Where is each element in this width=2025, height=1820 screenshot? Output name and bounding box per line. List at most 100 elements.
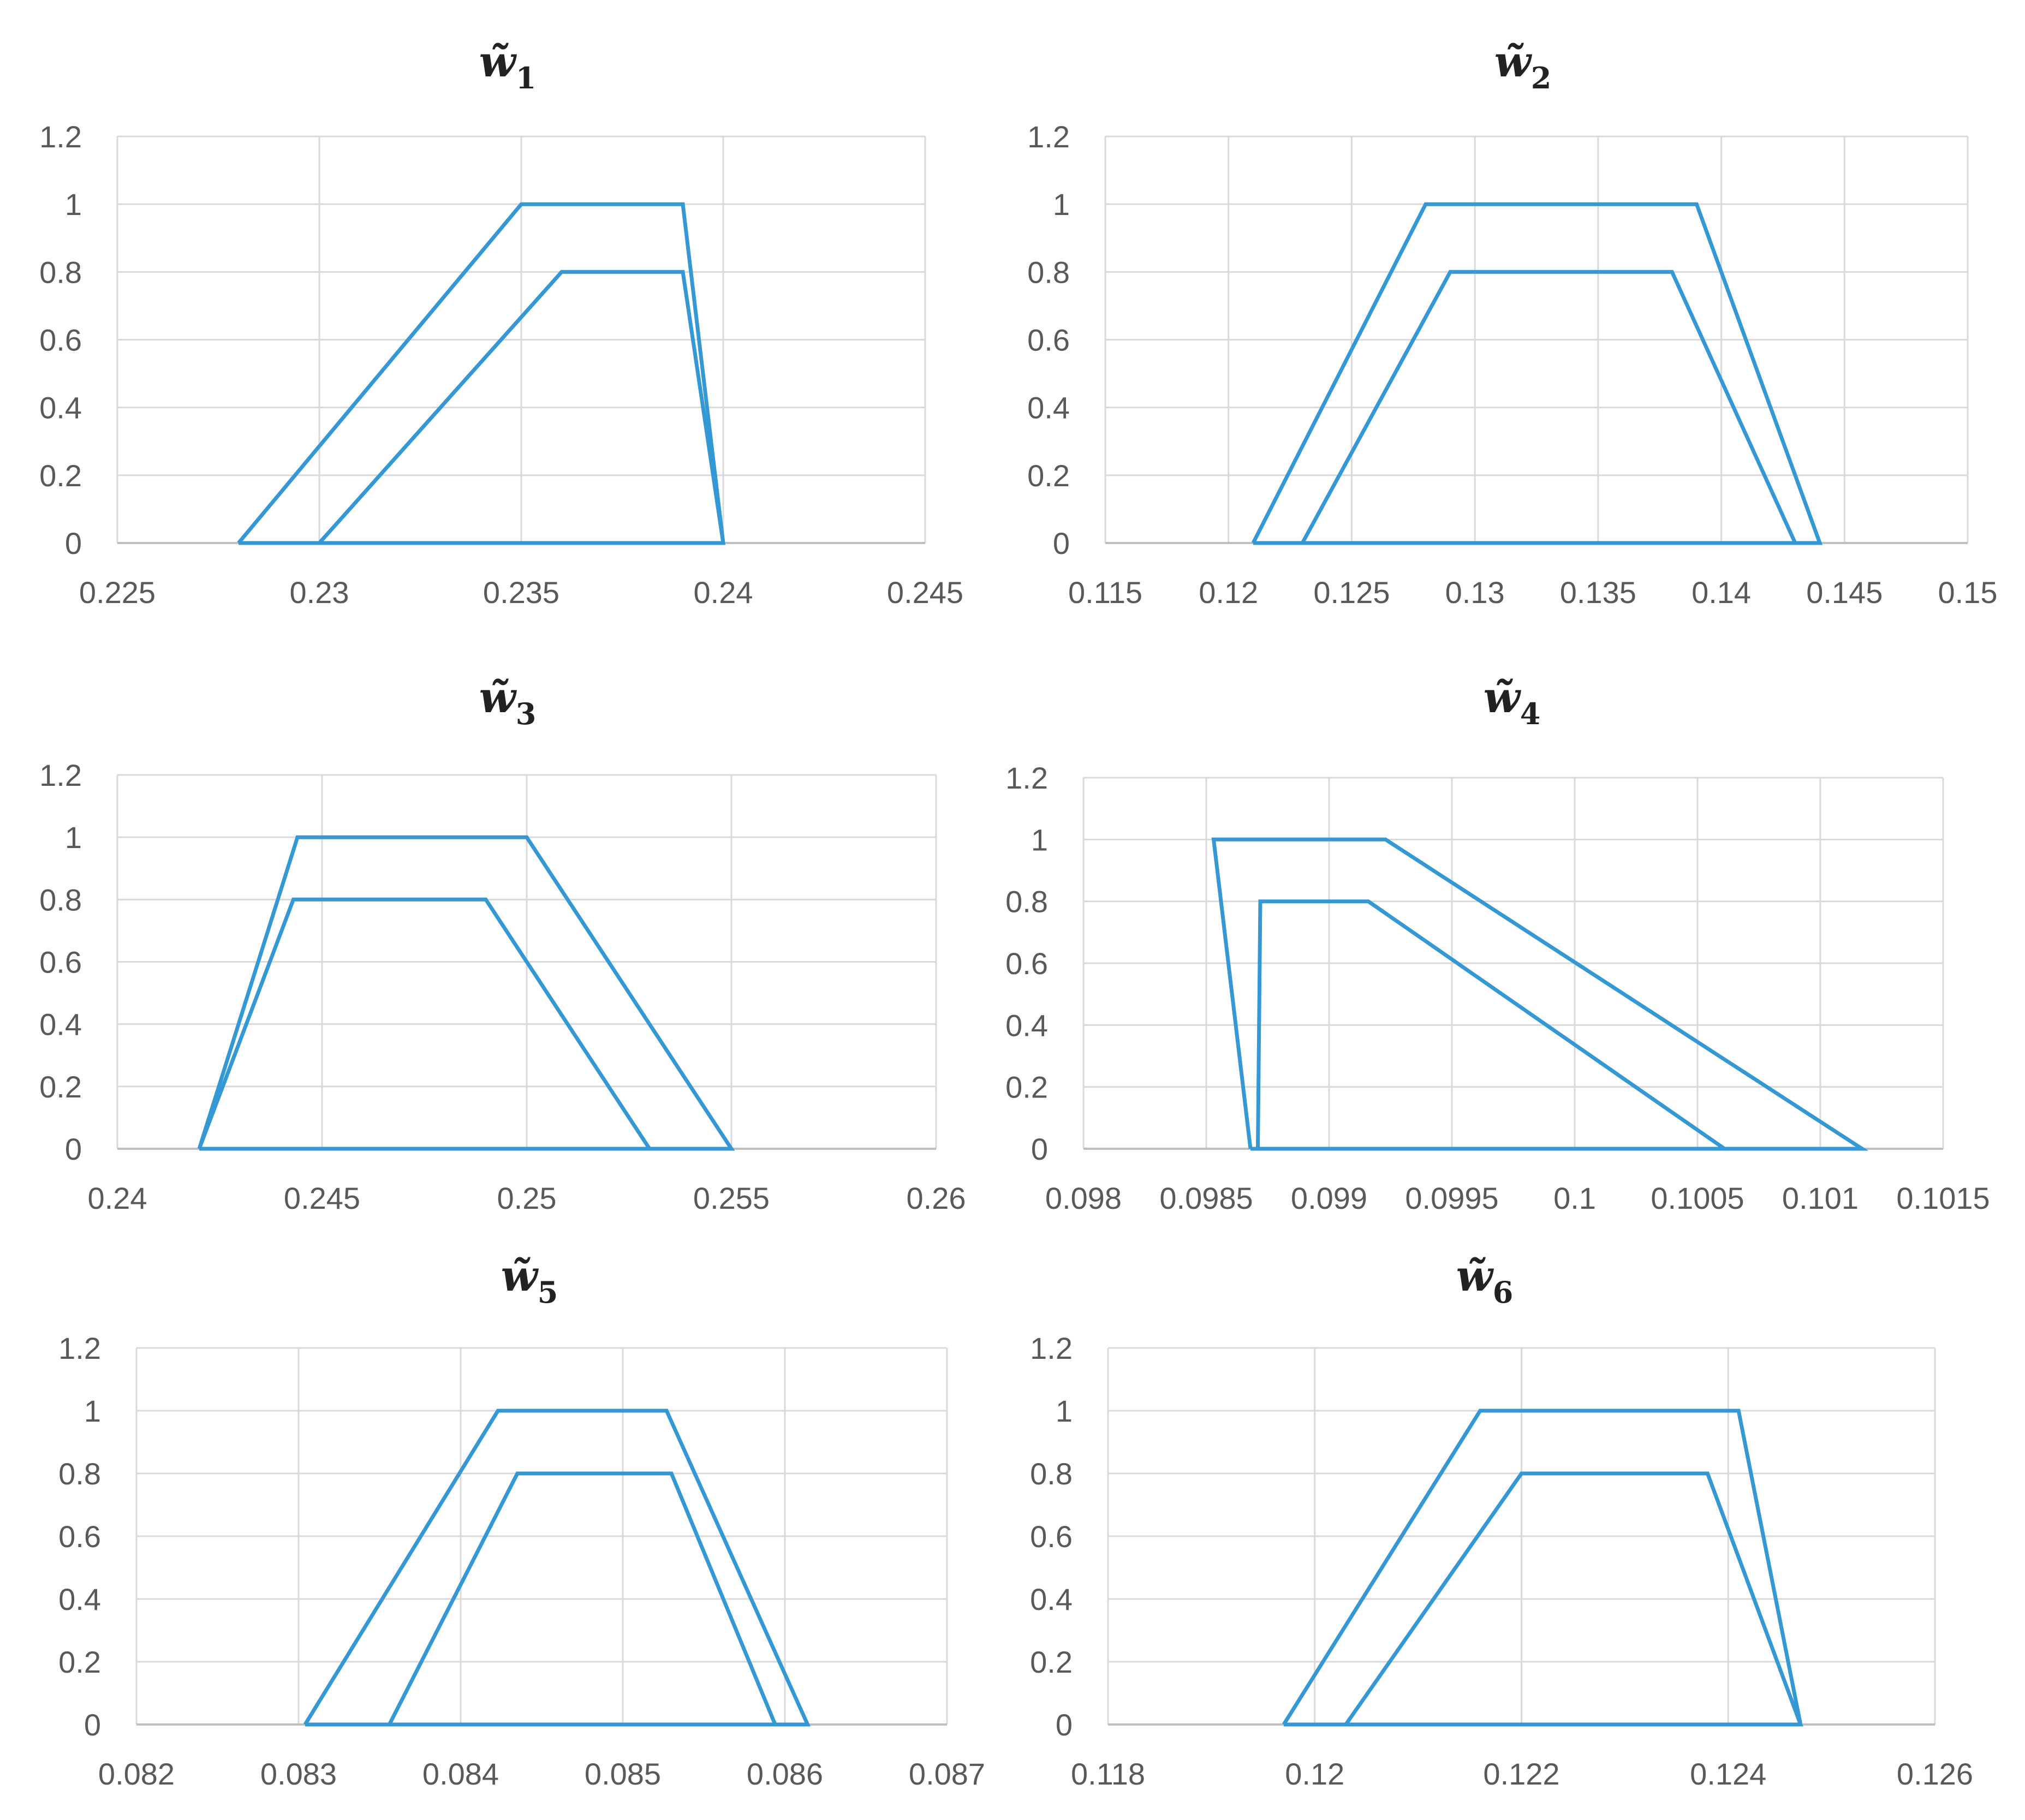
y-tick-label: 0.6 [1030, 1519, 1073, 1554]
y-tick-label: 1.2 [1005, 761, 1048, 795]
series-line-lower [197, 897, 653, 1151]
x-tick-label: 0.225 [79, 575, 156, 610]
x-tick-label: 0.23 [290, 575, 349, 610]
x-tick-label: 0.087 [909, 1757, 985, 1791]
y-tick-label: 0 [1031, 1132, 1048, 1166]
x-tick-label: 0.124 [1690, 1757, 1766, 1791]
y-tick-label: 0.6 [39, 945, 82, 980]
y-tick-label: 0.4 [58, 1582, 101, 1616]
y-tick-label: 0.8 [1027, 255, 1070, 289]
y-tick-label: 0.2 [1027, 458, 1070, 493]
y-tick-label: 0.6 [1027, 323, 1070, 357]
x-tick-label: 0.255 [693, 1181, 770, 1215]
chart-3: 0 0.2 0.4 0.6 0.8 1 1.2 0.24 0.245 0.25 0.255 0.26 w… [39, 673, 966, 1215]
y-tick-label: 0.6 [58, 1519, 101, 1554]
y-tick-label: 0.4 [1027, 391, 1070, 425]
y-tick-label: 0.2 [58, 1645, 101, 1679]
y-tick-label: 0.4 [39, 391, 82, 425]
x-tick-label: 0.145 [1806, 575, 1883, 610]
y-tick-label: 1 [65, 820, 82, 855]
x-tick-label: 0.13 [1445, 575, 1505, 610]
series-line-upper [1282, 1409, 1803, 1727]
series-line-lower [1301, 270, 1798, 545]
y-tick-label: 1.2 [39, 120, 82, 154]
x-tick-label: 0.125 [1313, 575, 1390, 610]
y-tick-label: 1.2 [58, 1331, 101, 1365]
y-tick-label: 1.2 [1027, 120, 1070, 154]
series-line-upper [1251, 202, 1823, 545]
chart-title: w̃̃4 [1484, 673, 1541, 731]
series-line-lower [388, 1471, 778, 1727]
x-tick-label: 0.083 [260, 1757, 337, 1791]
y-tick-label: 1 [65, 187, 82, 222]
y-tick-label: 0 [65, 526, 82, 560]
x-tick-label: 0.135 [1560, 575, 1636, 610]
y-tick-label: 0 [1056, 1708, 1073, 1742]
series-line-upper [197, 835, 735, 1151]
y-tick-label: 1 [84, 1394, 101, 1428]
y-tick-label: 1.2 [1030, 1331, 1073, 1365]
y-tick-label: 0.2 [39, 458, 82, 493]
y-tick-label: 1 [1053, 187, 1070, 222]
series-line-upper [303, 1409, 811, 1727]
y-tick-label: 0.2 [1030, 1645, 1073, 1679]
y-tick-label: 1.2 [39, 758, 82, 792]
chart-6: 0 0.2 0.4 0.6 0.8 1 1.2 0.118 0.12 0.122 0.124 0.12… [1030, 1251, 1973, 1791]
x-tick-label: 0.098 [1045, 1181, 1122, 1215]
x-tick-label: 0.24 [694, 575, 753, 610]
y-tick-label: 0.4 [39, 1007, 82, 1042]
x-tick-label: 0.1015 [1896, 1181, 1990, 1215]
x-tick-label: 0.118 [1071, 1757, 1145, 1791]
x-tick-label: 0.085 [585, 1757, 661, 1791]
series-line-upper [1211, 837, 1869, 1151]
chart-2: 0 0.2 0.4 0.6 0.8 1 1.2 0.115 0.12 0.125 0.13 0.135… [1027, 37, 1997, 610]
y-tick-label: 1 [1031, 822, 1048, 857]
x-tick-label: 0.1005 [1651, 1181, 1744, 1215]
y-tick-label: 0 [65, 1132, 82, 1166]
x-tick-label: 0.099 [1291, 1181, 1367, 1215]
y-tick-label: 0 [84, 1708, 101, 1742]
chart-title: w̃̃2 [1494, 37, 1552, 96]
x-tick-label: 0.14 [1692, 575, 1751, 610]
y-tick-label: 0.8 [39, 882, 82, 917]
x-tick-label: 0.082 [98, 1757, 175, 1791]
x-tick-label: 0.12 [1285, 1757, 1344, 1791]
chart-4: 0 0.2 0.4 0.6 0.8 1 1.2 0.098 0.0985 0.099 0.0995 0… [1005, 673, 1990, 1215]
x-tick-label: 0.235 [483, 575, 559, 610]
x-tick-label: 0.15 [1938, 575, 1998, 610]
x-tick-label: 0.101 [1782, 1181, 1859, 1215]
y-tick-label: 0.8 [39, 255, 82, 289]
y-tick-label: 0.8 [58, 1457, 101, 1491]
chart-title: w̃̃3 [479, 673, 537, 731]
y-tick-label: 0.2 [39, 1070, 82, 1104]
x-tick-label: 0.084 [422, 1757, 499, 1791]
x-tick-label: 0.26 [907, 1181, 966, 1215]
x-tick-label: 0.245 [284, 1181, 360, 1215]
x-tick-label: 0.12 [1199, 575, 1258, 610]
chart-title: w̃̃5 [501, 1251, 558, 1310]
x-tick-label: 0.086 [747, 1757, 823, 1791]
x-tick-label: 0.126 [1897, 1757, 1973, 1791]
chart-5: 0 0.2 0.4 0.6 0.8 1 1.2 0.082 0.083 0.084 0.085 0.0… [58, 1251, 985, 1791]
x-tick-label: 0.245 [887, 575, 963, 610]
series-line-lower [1344, 1471, 1803, 1727]
y-tick-label: 0.6 [1005, 946, 1048, 981]
y-tick-label: 0.4 [1030, 1582, 1073, 1616]
y-tick-label: 0.8 [1030, 1457, 1073, 1491]
series-line-upper [237, 202, 725, 545]
x-tick-label: 0.0995 [1405, 1181, 1498, 1215]
x-tick-label: 0.24 [88, 1181, 147, 1215]
series-line-lower [1256, 899, 1731, 1151]
x-tick-label: 0.115 [1068, 575, 1142, 610]
chart-1: 0 0.2 0.4 0.6 0.8 1 1.2 0.225 0.23 0.235 0.24 0.245… [39, 37, 963, 610]
x-tick-label: 0.0985 [1159, 1181, 1253, 1215]
chart-title: w̃̃6 [1456, 1251, 1514, 1310]
chart-title: w̃̃1 [479, 37, 537, 96]
x-tick-label: 0.25 [497, 1181, 557, 1215]
y-tick-label: 0.8 [1005, 885, 1048, 919]
series-line-lower [318, 270, 726, 545]
y-tick-label: 0.2 [1005, 1070, 1048, 1105]
y-tick-label: 0.4 [1005, 1008, 1048, 1042]
y-tick-label: 0 [1053, 526, 1070, 560]
